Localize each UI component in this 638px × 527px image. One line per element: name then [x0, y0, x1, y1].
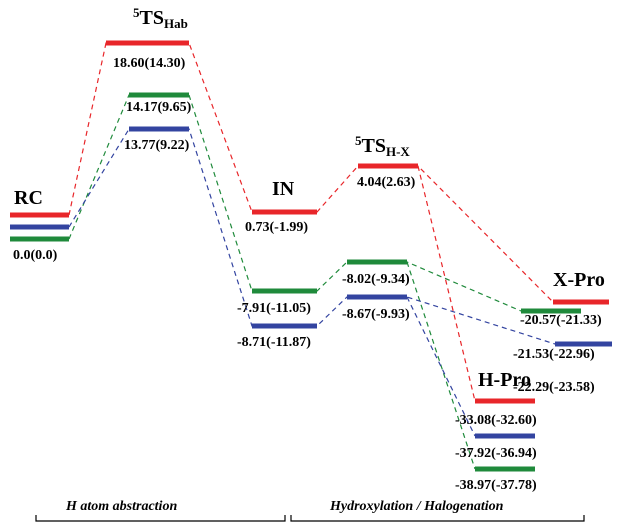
- tshab-label-ts: TS: [140, 7, 164, 29]
- xpro-green-value: -21.53(-22.96): [513, 347, 595, 362]
- hpro-green-value: -38.97(-37.78): [455, 478, 537, 493]
- right-bracket: [290, 515, 585, 522]
- tshx-label-spin: 5: [355, 133, 362, 148]
- xpro-red-value: -20.57(-21.33): [520, 313, 602, 328]
- tshx-red-value: 4.04(2.63): [357, 175, 416, 190]
- tshab-label-sub: Hab: [164, 16, 188, 31]
- tshx-blue-value: -8.67(-9.93): [342, 307, 410, 322]
- energy-levels: [10, 40, 612, 472]
- in-blue-value: -8.71(-11.87): [237, 335, 311, 350]
- right-section-label: Hydroxylation / Halogenation: [329, 499, 504, 514]
- left-bracket: [35, 515, 286, 522]
- hpro-red-value: -33.08(-32.60): [455, 413, 537, 428]
- tshx-label-ts: TS: [362, 135, 386, 157]
- red-path: [68, 42, 554, 303]
- in-green-value: -7.91(-11.05): [237, 301, 311, 316]
- tshab-green-value: 14.17(9.65): [126, 100, 192, 115]
- tshx-green-value: -8.02(-9.34): [342, 272, 410, 287]
- left-section-label: H atom abstraction: [65, 499, 177, 514]
- rc-label: RC: [14, 187, 43, 209]
- blue-path-branch: [406, 296, 476, 437]
- blue-path: [68, 128, 556, 345]
- tshab-blue-value: 13.77(9.22): [124, 138, 190, 153]
- red-path-branch: [417, 165, 476, 402]
- tshx-label: 5TSH-X: [355, 133, 410, 159]
- hpro-label: H-Pro: [478, 369, 531, 391]
- tshab-label-spin: 5: [133, 5, 140, 20]
- in-red-value: 0.73(-1.99): [245, 220, 308, 235]
- hpro-blue-value: -37.92(-36.94): [455, 446, 537, 461]
- tshab-label: 5TSHab: [133, 5, 188, 31]
- tshx-label-sub: H-X: [386, 144, 410, 159]
- xpro-blue-value: -22.29(-23.58): [513, 380, 595, 395]
- section-brackets: [35, 515, 585, 522]
- tshab-red-value: 18.60(14.30): [113, 56, 186, 71]
- rc-value: 0.0(0.0): [13, 248, 58, 263]
- in-label: IN: [272, 178, 295, 200]
- xpro-label: X-Pro: [553, 269, 605, 291]
